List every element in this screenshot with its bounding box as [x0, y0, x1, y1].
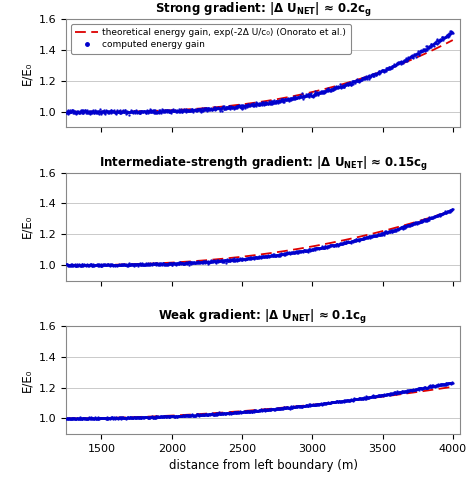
Title: Intermediate-strength gradient: |Δ U$_{\mathbf{NET}}$| ≈ 0.15c$_{\mathbf{g}}$: Intermediate-strength gradient: |Δ U$_{\… — [99, 155, 428, 173]
Y-axis label: E/E₀: E/E₀ — [20, 215, 33, 238]
Y-axis label: E/E₀: E/E₀ — [20, 62, 33, 85]
Legend: theoretical energy gain, exp(-2Δ U/c₀) (Onorato et al.), computed energy gain: theoretical energy gain, exp(-2Δ U/c₀) (… — [71, 24, 351, 54]
X-axis label: distance from left boundary (m): distance from left boundary (m) — [169, 459, 357, 472]
Title: Strong gradient: |Δ U$_{\mathbf{NET}}$| ≈ 0.2c$_{\mathbf{g}}$: Strong gradient: |Δ U$_{\mathbf{NET}}$| … — [155, 1, 372, 19]
Y-axis label: E/E₀: E/E₀ — [20, 368, 33, 391]
Title: Weak gradient: |Δ U$_{\mathbf{NET}}$| ≈ 0.1c$_{\mathbf{g}}$: Weak gradient: |Δ U$_{\mathbf{NET}}$| ≈ … — [158, 308, 368, 326]
